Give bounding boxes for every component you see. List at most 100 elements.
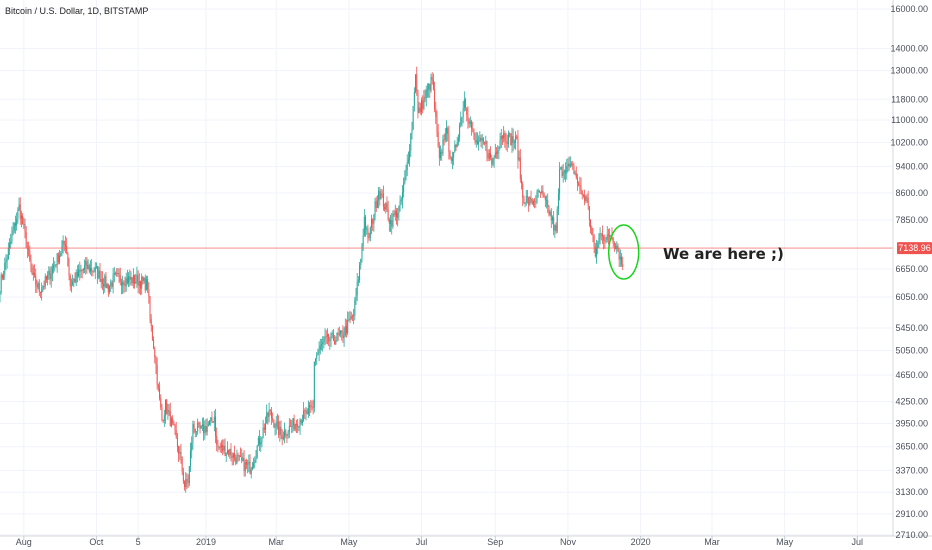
price-axis[interactable]: 16000.00 14000.00 13000.00 11800.00 11000.00… bbox=[890, 4, 928, 540]
candle-body bbox=[190, 450, 192, 466]
candle-body bbox=[267, 412, 269, 417]
y-tick-label: 7850.00 bbox=[895, 215, 928, 225]
candle-body bbox=[554, 225, 556, 231]
candle-body bbox=[515, 136, 517, 143]
candle-body bbox=[197, 422, 199, 432]
y-tick-label: 3130.00 bbox=[895, 487, 928, 497]
candle-body bbox=[517, 138, 519, 160]
candle-body bbox=[142, 276, 144, 281]
candle-body bbox=[243, 457, 245, 472]
candle-body bbox=[541, 190, 543, 193]
candle-body bbox=[167, 409, 169, 414]
candle-body bbox=[613, 243, 615, 246]
candle-body bbox=[290, 425, 292, 427]
candle-body bbox=[370, 219, 372, 228]
candle-body bbox=[45, 276, 47, 280]
candle-body bbox=[335, 340, 337, 345]
candle-body bbox=[534, 201, 536, 203]
candle-body bbox=[41, 289, 43, 293]
candle-body bbox=[482, 138, 484, 142]
candle-body bbox=[3, 274, 5, 279]
candle-body bbox=[176, 437, 178, 447]
candle-body bbox=[471, 121, 473, 129]
candle-body bbox=[381, 193, 383, 195]
candle-body bbox=[50, 273, 52, 280]
candle-body bbox=[26, 247, 28, 250]
candle-body bbox=[340, 330, 342, 334]
candle-body bbox=[319, 345, 321, 350]
candle-body bbox=[456, 141, 458, 148]
candle-body bbox=[472, 128, 474, 130]
candle-body bbox=[254, 459, 256, 463]
time-axis[interactable]: Aug Oct 5 2019 Mar May Jul Sep Nov 2020 Mar May Jul bbox=[16, 536, 863, 547]
candle-body bbox=[128, 276, 130, 284]
y-tick-label: 4250.00 bbox=[895, 397, 928, 407]
candle-body bbox=[123, 282, 125, 285]
candle-body bbox=[349, 319, 351, 321]
x-tick-label: Jul bbox=[416, 537, 428, 547]
candle-body bbox=[235, 457, 237, 464]
candle-body bbox=[337, 332, 339, 335]
candle-body bbox=[182, 471, 184, 482]
candle-body bbox=[94, 266, 96, 272]
candle-body bbox=[188, 465, 190, 484]
candle-body bbox=[0, 291, 1, 295]
candle-body bbox=[260, 441, 262, 445]
candle-body bbox=[609, 235, 611, 237]
candle-body bbox=[399, 201, 401, 207]
candle-body bbox=[276, 421, 278, 423]
candle-body bbox=[30, 260, 32, 268]
candle-body bbox=[242, 457, 244, 462]
candle-body bbox=[498, 146, 500, 151]
candle-body bbox=[459, 125, 461, 138]
candle-body bbox=[597, 243, 599, 248]
candle-body bbox=[241, 456, 243, 462]
y-tick-label: 10200.00 bbox=[890, 137, 928, 147]
candle-body bbox=[342, 332, 344, 339]
candle-body bbox=[553, 217, 555, 231]
candle-body bbox=[532, 201, 534, 205]
candle-body bbox=[56, 253, 58, 266]
candle-body bbox=[84, 265, 86, 270]
candle-body bbox=[584, 195, 586, 201]
candle-body bbox=[438, 146, 440, 159]
candle-body bbox=[80, 270, 82, 272]
candle-body bbox=[442, 139, 444, 154]
candle-body bbox=[528, 197, 530, 205]
candle-body bbox=[299, 419, 301, 427]
candle-body bbox=[106, 284, 108, 288]
candle-body bbox=[494, 152, 496, 158]
candle-body bbox=[395, 211, 397, 218]
candle-body bbox=[463, 99, 465, 109]
candle-body bbox=[576, 178, 578, 184]
candle-body bbox=[480, 137, 482, 141]
candle-body bbox=[318, 349, 320, 353]
candle-body bbox=[411, 129, 413, 134]
candle-body bbox=[185, 479, 187, 487]
candle-body bbox=[120, 281, 122, 286]
candle-body bbox=[616, 245, 618, 250]
candle-body bbox=[423, 97, 425, 109]
candle-body bbox=[451, 157, 453, 161]
candle-body bbox=[618, 251, 620, 260]
candle-body bbox=[596, 247, 598, 257]
candle-body bbox=[404, 177, 406, 183]
candle-body bbox=[360, 259, 362, 266]
candle-body bbox=[255, 457, 257, 460]
candle-body bbox=[509, 133, 511, 135]
candle-body bbox=[311, 406, 313, 408]
candle-body bbox=[441, 151, 443, 154]
candle-body bbox=[186, 479, 188, 482]
candle-body bbox=[363, 216, 365, 236]
candle-body bbox=[247, 463, 249, 465]
candle-body bbox=[320, 344, 322, 346]
candle-body bbox=[357, 280, 359, 282]
candle-body bbox=[213, 416, 215, 423]
candle-body bbox=[18, 204, 20, 210]
candle-body bbox=[156, 365, 158, 385]
candle-body bbox=[207, 424, 209, 427]
candle-body bbox=[249, 461, 251, 474]
candle-body bbox=[476, 140, 478, 145]
candle-body bbox=[97, 266, 99, 279]
